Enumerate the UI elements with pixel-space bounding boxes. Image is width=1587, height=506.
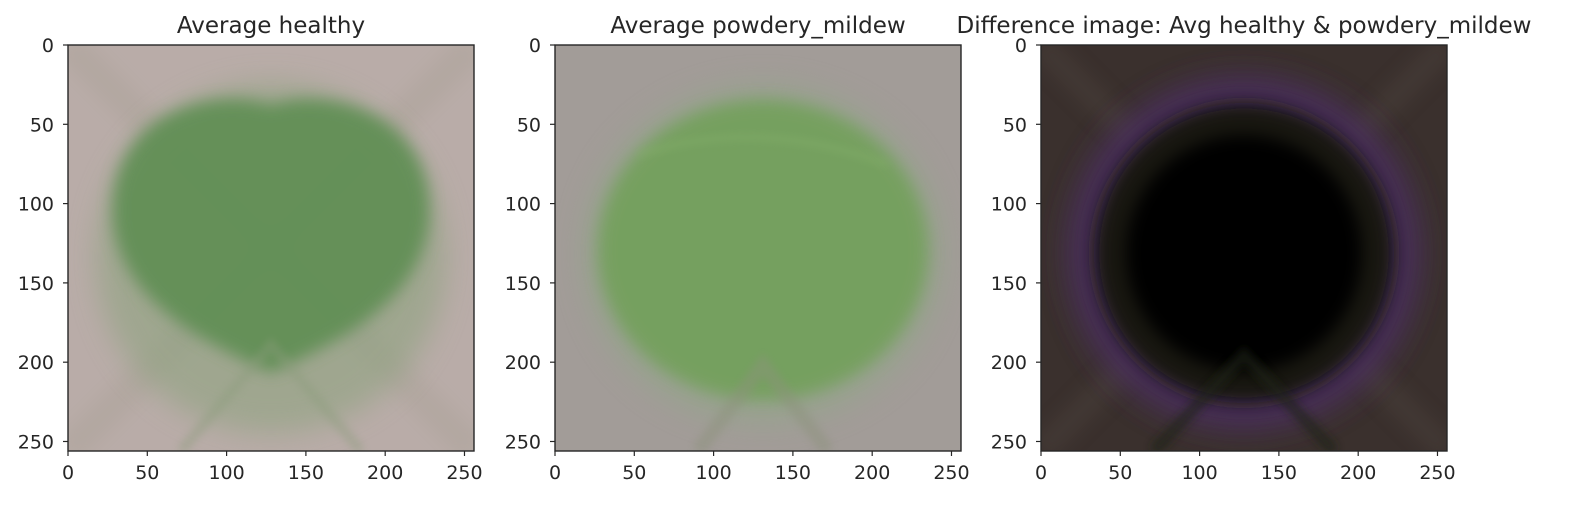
y-tick-label: 150: [18, 273, 54, 295]
y-tick-label: 200: [991, 352, 1027, 374]
x-tick-label: 100: [1181, 462, 1217, 484]
y-tick-label: 250: [505, 431, 541, 453]
x-tick-label: 100: [208, 462, 244, 484]
axes-frame: [1040, 44, 1448, 452]
y-tick-label: 200: [18, 352, 54, 374]
x-tick-label: 200: [367, 462, 403, 484]
x-tick-label: 150: [775, 462, 811, 484]
y-tick-label: 100: [505, 194, 541, 216]
x-tick-label: 50: [1108, 462, 1132, 484]
y-tick-label: 100: [991, 194, 1027, 216]
y-tick-label: 50: [30, 114, 54, 136]
y-tick-label: 0: [529, 35, 541, 57]
leaf-shape: [598, 100, 928, 400]
panel-title: Average powdery_mildew: [610, 13, 905, 39]
x-tick-label: 250: [446, 462, 482, 484]
x-tick-label: 50: [135, 462, 159, 484]
x-tick-label: 0: [1035, 462, 1047, 484]
difference-core: [1126, 135, 1362, 371]
image-area: [68, 45, 474, 451]
x-tick-label: 150: [1261, 462, 1297, 484]
image-area: [1041, 45, 1447, 451]
x-tick-label: 0: [62, 462, 74, 484]
y-tick-label: 250: [18, 431, 54, 453]
panel-title: Average healthy: [177, 13, 365, 39]
panel-title: Difference image: Avg healthy & powdery_…: [956, 13, 1531, 39]
y-tick-label: 50: [517, 114, 541, 136]
axes-frame: [67, 44, 475, 452]
x-tick-label: 0: [549, 462, 561, 484]
y-tick-label: 100: [18, 194, 54, 216]
image-area: [555, 45, 961, 451]
x-tick-label: 100: [695, 462, 731, 484]
y-tick-label: 250: [991, 431, 1027, 453]
x-tick-label: 250: [1419, 462, 1455, 484]
y-tick-label: 0: [42, 35, 54, 57]
x-tick-label: 150: [288, 462, 324, 484]
x-tick-label: 250: [933, 462, 969, 484]
x-tick-label: 200: [854, 462, 890, 484]
y-tick-label: 0: [1015, 35, 1027, 57]
x-tick-label: 50: [622, 462, 646, 484]
panel-2: Average powdery_mildew 0 50 100 150 200 250 0 50…: [505, 13, 970, 484]
y-tick-label: 200: [505, 352, 541, 374]
panel-3: Difference image: Avg healthy & powdery_…: [956, 13, 1531, 484]
y-tick-label: 150: [991, 273, 1027, 295]
y-tick-label: 150: [505, 273, 541, 295]
x-tick-label: 200: [1340, 462, 1376, 484]
axes-frame: [554, 44, 962, 452]
panel-1: Average healthy 0 50 100 150 200 250 0 50 100 150 2…: [18, 13, 483, 484]
y-tick-label: 50: [1003, 114, 1027, 136]
